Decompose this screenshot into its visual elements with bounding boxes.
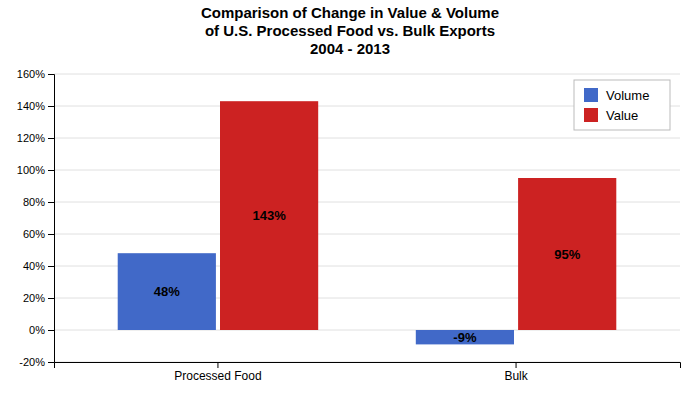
y-tick: 20% [23, 292, 54, 304]
y-tick: 100% [17, 164, 54, 176]
x-tick-label: Processed Food [174, 369, 261, 383]
x-tick: Processed Food [174, 362, 261, 383]
y-tick-label: 0% [29, 324, 45, 336]
y-tick: 60% [23, 228, 54, 240]
y-tick-label: 120% [17, 132, 45, 144]
y-tick: 140% [17, 100, 54, 112]
legend-swatch [584, 108, 598, 122]
legend-label: Value [606, 108, 638, 123]
x-tick: Bulk [504, 362, 528, 383]
x-axis: Processed Food Bulk [55, 362, 681, 383]
y-tick: -20% [19, 356, 54, 368]
plot: -20% 0% 20% 40% 60% 80% 100% 120% 140% 160% Proces… [17, 68, 681, 383]
data-label: -9% [453, 330, 477, 345]
data-label: 48% [154, 284, 180, 299]
grid-line [54, 138, 680, 139]
y-axis: -20% 0% 20% 40% 60% 80% 100% 120% 140% 160% [17, 68, 55, 368]
y-tick-mark [48, 234, 54, 235]
y-tick-label: -20% [19, 356, 45, 368]
bar [118, 253, 216, 330]
bars [118, 101, 617, 344]
y-tick-mark [48, 106, 54, 107]
legend-item: Volume [584, 88, 649, 103]
y-tick-mark [48, 138, 54, 139]
legend: Volume Value [574, 80, 670, 130]
data-label: 95% [554, 247, 580, 262]
grid-line [54, 74, 680, 75]
y-tick-mark [48, 298, 54, 299]
x-axis-line [55, 363, 681, 369]
legend-box [574, 80, 670, 130]
data-label: 143% [252, 208, 286, 223]
x-tick-label: Bulk [504, 369, 528, 383]
y-tick-label: 140% [17, 100, 45, 112]
y-tick: 0% [29, 324, 54, 336]
y-tick-label: 20% [23, 292, 45, 304]
y-tick: 160% [17, 68, 54, 80]
y-tick-label: 80% [23, 196, 45, 208]
grid-line [54, 170, 680, 171]
title-line: of U.S. Processed Food vs. Bulk Exports [205, 22, 495, 39]
y-tick-mark [48, 202, 54, 203]
legend-item: Value [584, 108, 638, 123]
bar-series [220, 101, 616, 330]
y-tick-mark [48, 362, 54, 363]
legend-label: Volume [606, 88, 649, 103]
x-tick-mark [217, 362, 218, 368]
y-tick: 80% [23, 196, 54, 208]
grid [54, 74, 680, 362]
y-tick-label: 60% [23, 228, 45, 240]
title: Comparison of Change in Value & Volumeof… [201, 4, 499, 57]
bar [220, 101, 318, 330]
y-tick-label: 160% [17, 68, 45, 80]
y-tick-mark [48, 330, 54, 331]
x-tick-mark [516, 362, 517, 368]
y-tick-label: 100% [17, 164, 45, 176]
y-tick-mark [48, 74, 54, 75]
y-tick-mark [48, 170, 54, 171]
chart: Comparison of Change in Value & Volumeof… [0, 0, 700, 394]
y-tick: 40% [23, 260, 54, 272]
title-line: Comparison of Change in Value & Volume [201, 4, 499, 21]
y-axis-line [48, 75, 55, 363]
y-tick-label: 40% [23, 260, 45, 272]
y-tick: 120% [17, 132, 54, 144]
data-labels: 48% -9% 143% 95% [154, 208, 581, 345]
y-tick-mark [48, 266, 54, 267]
bar [416, 330, 514, 344]
title-line: 2004 - 2013 [310, 40, 390, 57]
legend-swatch [584, 88, 598, 102]
bar [518, 178, 616, 330]
